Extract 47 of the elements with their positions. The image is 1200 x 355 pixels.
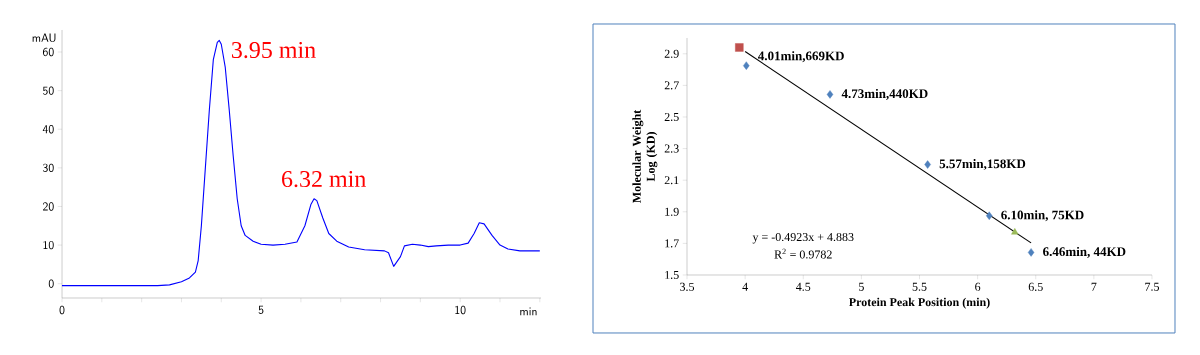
- y-tick-label: 50: [42, 86, 54, 95]
- y-tick-label: 20: [42, 202, 54, 211]
- y-tick-label: 1.9: [665, 207, 679, 216]
- x-tick-label: 7: [1091, 282, 1097, 291]
- point: [826, 90, 834, 99]
- y-tick-label: 2.5: [664, 112, 679, 122]
- y-axis-title: mAU: [32, 33, 56, 43]
- annotation: y = -0.4923x + 4.883: [752, 232, 854, 244]
- x-tick-label: 0: [59, 305, 65, 315]
- y-tick-label: 60: [42, 47, 54, 57]
- y-tick-label: 2.7: [664, 81, 679, 90]
- annotation: R$^{2}$ = 0.9782: [774, 248, 832, 259]
- line-series: [61, 39, 541, 287]
- annotation: 6.10min, 75KD: [1001, 210, 1084, 222]
- point: [1011, 228, 1019, 235]
- point: [1027, 248, 1035, 257]
- point: [735, 43, 744, 52]
- y-tick-label: 2.3: [664, 144, 679, 153]
- y-tick-label: 10: [43, 240, 54, 250]
- annotation: 6.32 min: [282, 170, 366, 188]
- x-tick-label: 4: [742, 282, 748, 291]
- y-tick-label: 30: [42, 163, 54, 173]
- y-tick-label: 40: [42, 125, 54, 134]
- y-tick-label: 1.5: [665, 270, 679, 280]
- annotation: 5.57min,158KD: [939, 159, 1026, 171]
- x-tick-label: 5: [258, 305, 264, 314]
- y-tick-label: 1.7: [665, 239, 679, 248]
- point: [743, 61, 750, 70]
- point: [986, 211, 993, 220]
- x-tick-label: 6.5: [1028, 282, 1043, 291]
- y-axis-title: Molecular Weight Log (KD): [632, 109, 658, 203]
- x-tick-label: 10: [455, 305, 466, 315]
- x-axis-title: Protein Peak Position (min): [848, 297, 990, 309]
- y-tick-label: 2.9: [664, 49, 679, 58]
- x-tick-label: 5.5: [912, 282, 927, 291]
- x-tick-label: 7.5: [1145, 282, 1160, 291]
- x-tick-label: 6: [975, 282, 981, 291]
- annotation: 6.46min, 44KD: [1043, 246, 1126, 258]
- annotation: 4.01min,669KD: [757, 51, 844, 63]
- x-tick-label: 5: [859, 282, 864, 291]
- x-tick-label: 4.5: [795, 282, 811, 291]
- annotation: 3.95 min: [231, 41, 316, 59]
- annotation: 4.73min,440KD: [841, 88, 928, 100]
- x-axis-title: min: [520, 307, 537, 316]
- y-tick-label: 2.1: [664, 176, 679, 185]
- point: [924, 160, 931, 169]
- x-tick-label: 3.5: [680, 282, 695, 291]
